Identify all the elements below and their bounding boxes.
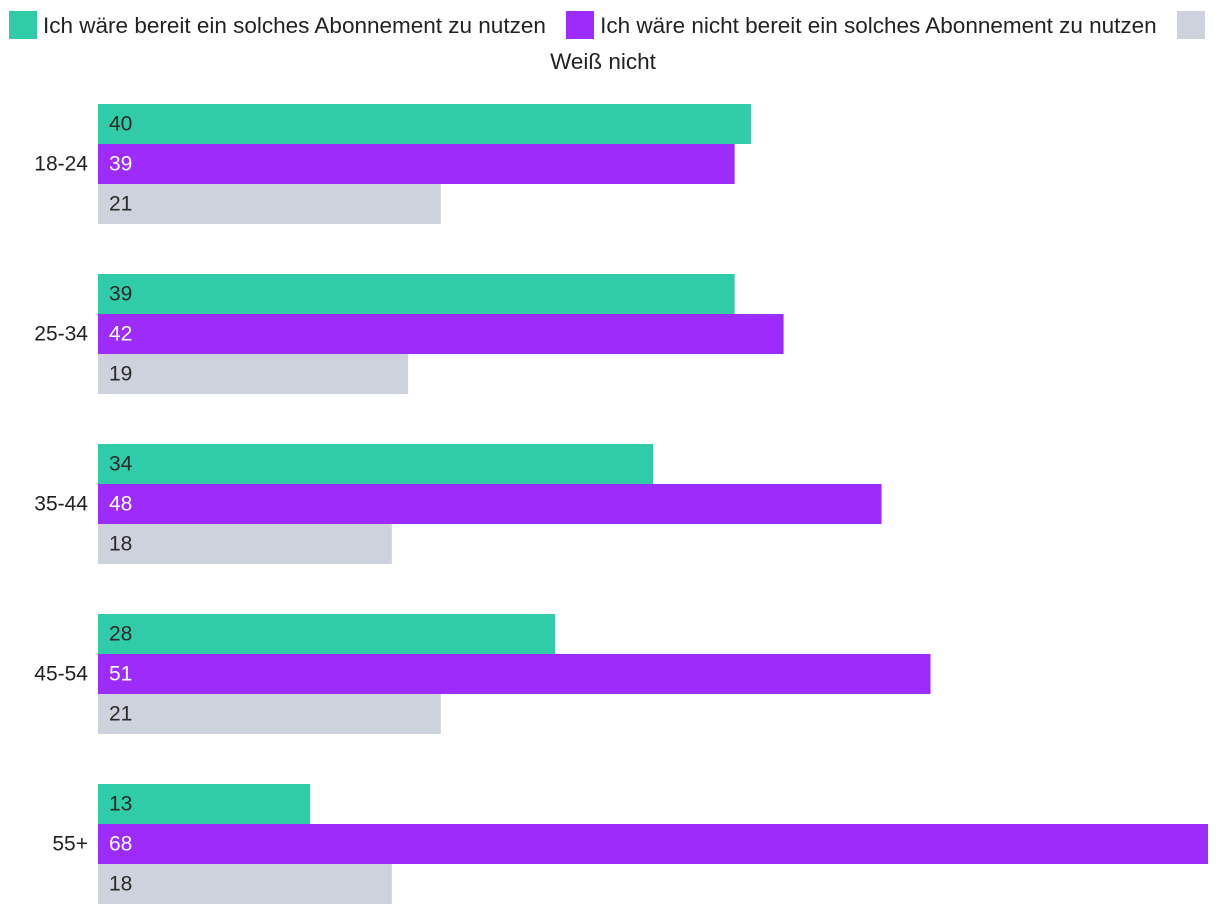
legend-item-willing: Ich wäre bereit ein solches Abonnement z… [9,11,560,39]
data-label-willing-45-54: 28 [109,623,132,646]
category-label-45-54: 45-54 [34,663,88,686]
bar-not-willing-25-34 [98,314,784,354]
legend-swatch-not-willing [566,11,595,39]
bar-willing-45-54 [98,614,556,654]
bar-willing-18-24 [98,104,751,144]
legend-label-willing: Ich wäre bereit ein solches Abonnement z… [43,13,546,38]
legend-item-not-willing: Ich wäre nicht bereit ein solches Abonne… [566,11,1171,39]
category-label-35-44: 35-44 [34,493,88,516]
bar-willing-25-34 [98,274,735,314]
bar-willing-55plus [98,784,311,824]
category-label-18-24: 18-24 [34,153,88,176]
bar-dont-know-55plus [98,864,392,904]
bar-dont-know-45-54 [98,694,441,734]
legend-item-dont-know: Weiß nicht [550,11,1211,74]
legend-swatch-willing [9,11,38,39]
data-label-not-willing-55plus: 68 [109,833,132,856]
data-label-not-willing-25-34: 42 [109,323,132,346]
data-label-dont-know-55plus: 18 [109,873,132,896]
data-label-dont-know-18-24: 21 [109,193,132,216]
data-label-not-willing-45-54: 51 [109,663,132,686]
category-label-25-34: 25-34 [34,323,88,346]
bar-not-willing-45-54 [98,654,931,694]
category-label-55plus: 55+ [52,833,88,856]
data-label-willing-35-44: 34 [109,453,133,476]
data-label-dont-know-45-54: 21 [109,703,132,726]
legend-label-dont-know: Weiß nicht [550,49,656,74]
data-label-dont-know-25-34: 19 [109,363,132,386]
data-label-not-willing-35-44: 48 [109,493,132,516]
bar-not-willing-55plus [98,824,1208,864]
data-label-not-willing-18-24: 39 [109,153,132,176]
legend-label-not-willing: Ich wäre nicht bereit ein solches Abonne… [600,13,1157,38]
legend-swatch-dont-know [1176,11,1205,39]
bar-dont-know-35-44 [98,524,392,564]
data-label-dont-know-35-44: 18 [109,533,132,556]
bar-dont-know-25-34 [98,354,409,394]
legend: Ich wäre bereit ein solches Abonnement z… [0,8,1220,80]
data-label-willing-55plus: 13 [109,793,132,816]
bar-dont-know-18-24 [98,184,441,224]
bar-not-willing-18-24 [98,144,735,184]
data-label-willing-18-24: 40 [109,113,132,136]
bar-willing-35-44 [98,444,653,484]
bar-not-willing-35-44 [98,484,882,524]
data-label-willing-25-34: 39 [109,283,132,306]
